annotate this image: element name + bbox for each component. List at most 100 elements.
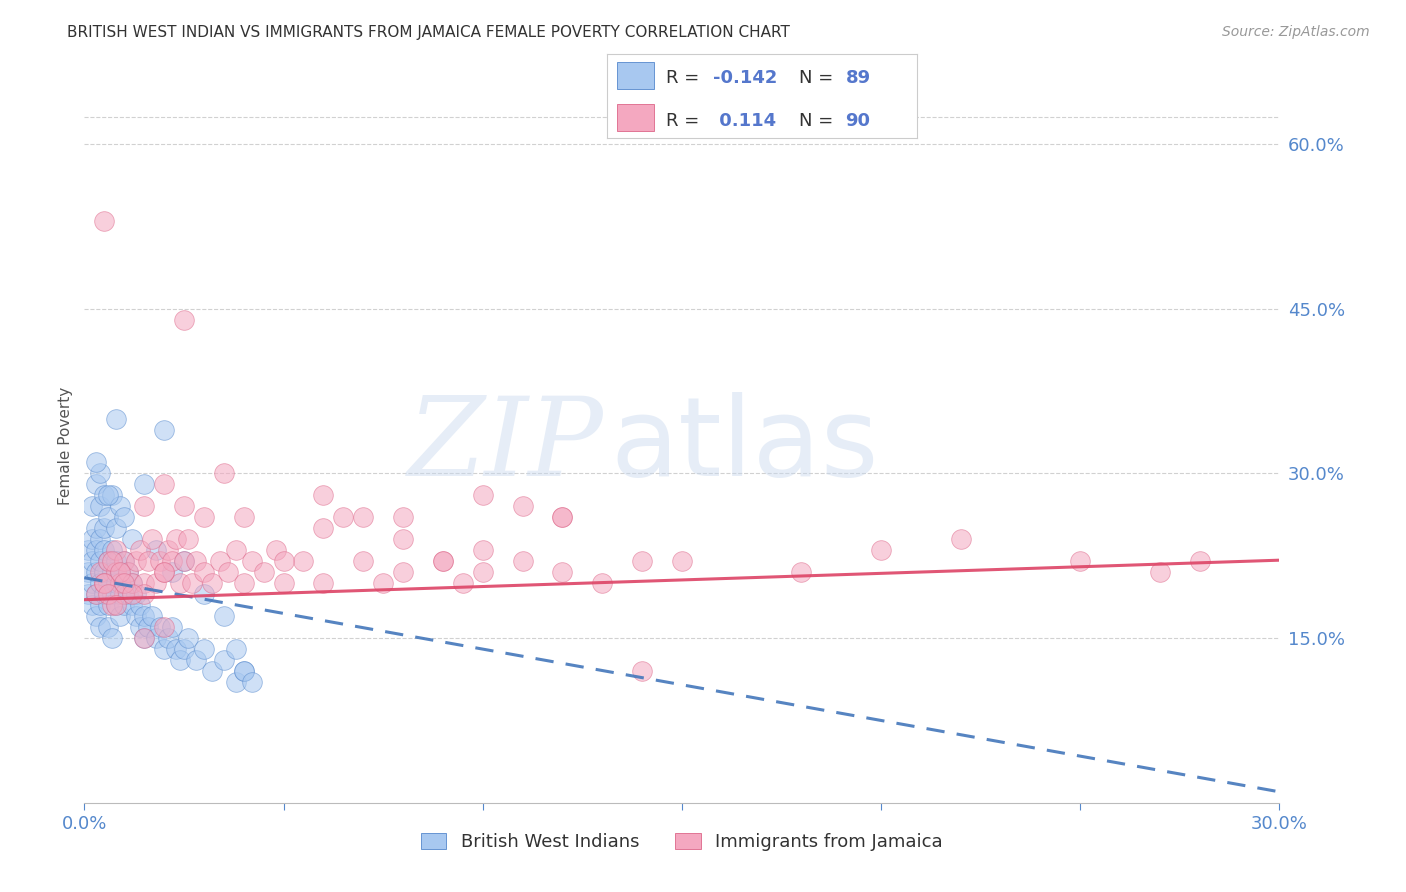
Point <box>225 675 247 690</box>
Point <box>949 533 972 547</box>
Point <box>184 653 207 667</box>
Point <box>217 566 239 580</box>
Point <box>212 609 235 624</box>
Point <box>149 620 172 634</box>
Point <box>173 642 195 657</box>
Point <box>273 576 295 591</box>
Point <box>153 423 176 437</box>
Point <box>132 631 156 645</box>
Point <box>86 587 108 601</box>
Point <box>89 566 111 580</box>
Point <box>471 566 494 580</box>
Point <box>232 664 254 678</box>
Point <box>121 598 143 612</box>
Point <box>132 477 156 491</box>
Point <box>232 576 254 591</box>
Point <box>145 543 167 558</box>
Point <box>93 214 115 228</box>
Point <box>790 566 813 580</box>
Point <box>551 510 574 524</box>
Point <box>82 500 104 514</box>
Point <box>240 554 263 568</box>
Point <box>201 664 224 678</box>
Point <box>551 510 574 524</box>
Point <box>451 576 474 591</box>
Point <box>110 566 132 580</box>
Point <box>132 587 156 601</box>
Point <box>212 467 235 481</box>
Text: 89: 89 <box>845 70 870 87</box>
Point <box>110 566 132 580</box>
Point <box>105 566 128 580</box>
Point <box>136 554 159 568</box>
Point <box>141 533 163 547</box>
Point <box>93 576 115 591</box>
Point <box>121 576 143 591</box>
Point <box>97 554 120 568</box>
Point <box>101 631 124 645</box>
Point <box>225 642 247 657</box>
Point <box>352 554 374 568</box>
Point <box>193 587 215 601</box>
Point <box>512 554 534 568</box>
Point <box>82 598 104 612</box>
Point <box>86 521 108 535</box>
Point <box>97 576 120 591</box>
Point <box>392 533 415 547</box>
Point <box>101 488 124 502</box>
Point <box>129 543 152 558</box>
Point <box>121 533 143 547</box>
Point <box>86 587 108 601</box>
Point <box>101 554 124 568</box>
Point <box>112 598 135 612</box>
Point <box>125 609 148 624</box>
Point <box>177 631 200 645</box>
Point <box>631 664 654 678</box>
Point <box>105 554 128 568</box>
Point <box>671 554 693 568</box>
Point <box>169 576 191 591</box>
Point <box>471 543 494 558</box>
Point <box>112 576 135 591</box>
Point <box>212 653 235 667</box>
Point <box>177 533 200 547</box>
Point <box>82 576 104 591</box>
Point <box>117 566 139 580</box>
Point <box>392 566 415 580</box>
Text: N =: N = <box>799 112 839 130</box>
Point <box>253 566 276 580</box>
Point <box>153 620 176 634</box>
Point <box>173 312 195 326</box>
Point <box>97 598 120 612</box>
Legend: British West Indians, Immigrants from Jamaica: British West Indians, Immigrants from Ja… <box>413 825 950 858</box>
Point <box>89 467 111 481</box>
Point <box>273 554 295 568</box>
Point <box>93 521 115 535</box>
Point <box>77 566 100 580</box>
Point <box>129 620 152 634</box>
Point <box>101 587 124 601</box>
Point <box>105 598 128 612</box>
Point <box>225 543 247 558</box>
Text: R =: R = <box>666 112 706 130</box>
Point <box>112 510 135 524</box>
Point <box>97 510 120 524</box>
Point <box>432 554 454 568</box>
Point <box>132 500 156 514</box>
Point <box>125 587 148 601</box>
Point <box>110 576 132 591</box>
Point <box>89 576 111 591</box>
Point <box>121 576 143 591</box>
Point <box>373 576 395 591</box>
Point <box>110 500 132 514</box>
Point <box>232 510 254 524</box>
Point <box>105 543 128 558</box>
Point <box>112 587 135 601</box>
Point <box>93 566 115 580</box>
Point <box>141 609 163 624</box>
Point <box>101 543 124 558</box>
Text: R =: R = <box>666 70 706 87</box>
Point <box>97 587 120 601</box>
Point <box>117 587 139 601</box>
Point <box>173 554 195 568</box>
